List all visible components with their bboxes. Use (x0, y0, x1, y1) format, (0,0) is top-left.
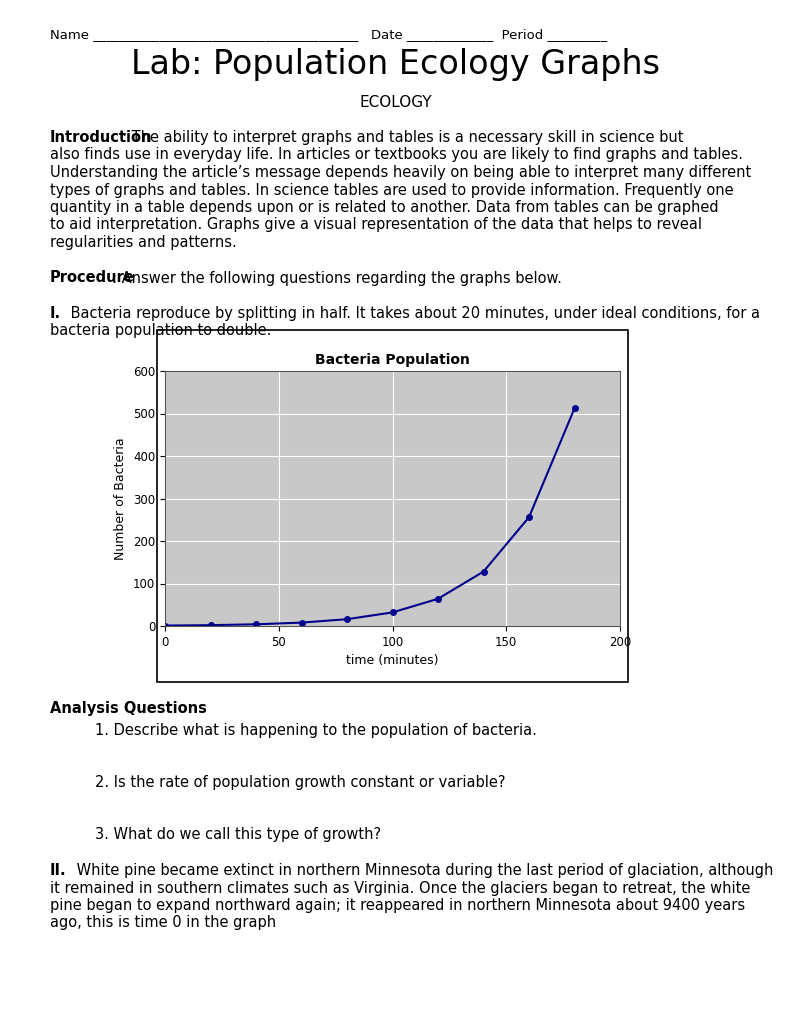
X-axis label: time (minutes): time (minutes) (346, 654, 439, 668)
Text: ECOLOGY: ECOLOGY (359, 95, 432, 110)
Text: Introduction: Introduction (50, 130, 153, 145)
Text: 2. Is the rate of population growth constant or variable?: 2. Is the rate of population growth cons… (95, 775, 505, 790)
Text: Bacteria reproduce by splitting in half. It takes about 20 minutes, under ideal : Bacteria reproduce by splitting in half.… (66, 306, 760, 321)
Text: regularities and patterns.: regularities and patterns. (50, 234, 237, 250)
Text: : Answer the following questions regarding the graphs below.: : Answer the following questions regardi… (112, 270, 562, 286)
Text: to aid interpretation. Graphs give a visual representation of the data that help: to aid interpretation. Graphs give a vis… (50, 217, 702, 232)
Text: ago, this is time 0 in the graph: ago, this is time 0 in the graph (50, 915, 276, 931)
Text: Lab: Population Ecology Graphs: Lab: Population Ecology Graphs (131, 48, 660, 81)
Text: White pine became extinct in northern Minnesota during the last period of glacia: White pine became extinct in northern Mi… (72, 863, 774, 878)
Text: Procedure: Procedure (50, 270, 134, 286)
Text: also finds use in everyday life. In articles or textbooks you are likely to find: also finds use in everyday life. In arti… (50, 147, 743, 163)
Title: Bacteria Population: Bacteria Population (315, 353, 470, 367)
Text: : The ability to interpret graphs and tables is a necessary skill in science but: : The ability to interpret graphs and ta… (122, 130, 683, 145)
Text: Name ________________________________________   Date _____________  Period _____: Name ___________________________________… (50, 28, 607, 41)
Text: II.: II. (50, 863, 66, 878)
Text: it remained in southern climates such as Virginia. Once the glaciers began to re: it remained in southern climates such as… (50, 881, 751, 896)
Text: 3. What do we call this type of growth?: 3. What do we call this type of growth? (95, 827, 381, 843)
Y-axis label: Number of Bacteria: Number of Bacteria (115, 437, 127, 560)
Text: I.: I. (50, 306, 61, 321)
Text: Analysis Questions: Analysis Questions (50, 701, 207, 716)
Text: 1. Describe what is happening to the population of bacteria.: 1. Describe what is happening to the pop… (95, 723, 537, 737)
Text: Understanding the article’s message depends heavily on being able to interpret m: Understanding the article’s message depe… (50, 165, 751, 180)
Text: pine began to expand northward again; it reappeared in northern Minnesota about : pine began to expand northward again; it… (50, 898, 745, 913)
Text: bacteria population to double.: bacteria population to double. (50, 324, 271, 339)
Text: types of graphs and tables. In science tables are used to provide information. F: types of graphs and tables. In science t… (50, 182, 733, 198)
Text: quantity in a table depends upon or is related to another. Data from tables can : quantity in a table depends upon or is r… (50, 200, 719, 215)
